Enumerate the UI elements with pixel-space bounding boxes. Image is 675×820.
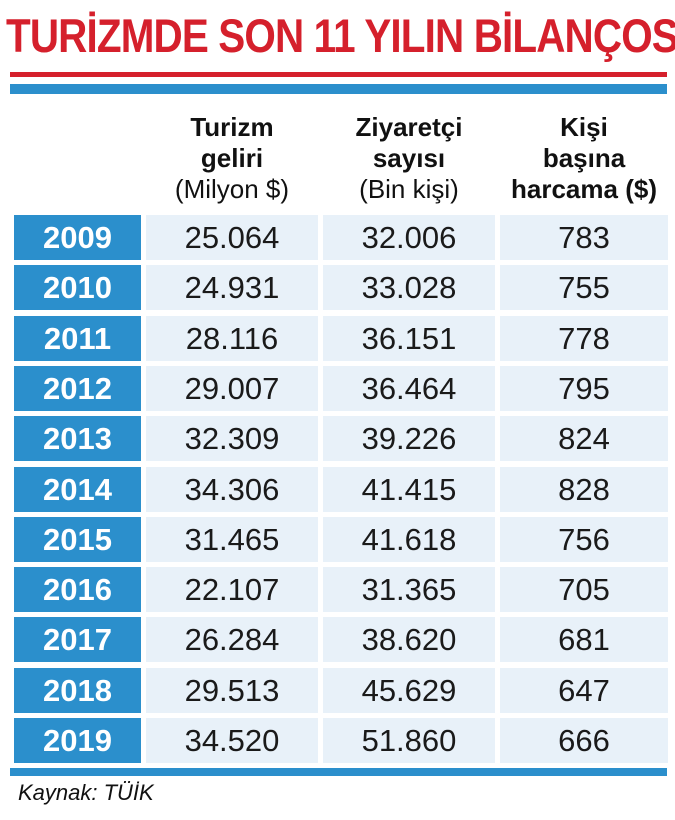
- column-header-unit: (Bin kişi): [359, 173, 459, 204]
- per-capita-spending-cell: 778: [500, 316, 668, 361]
- tourism-revenue-cell: 26.284: [146, 617, 318, 662]
- year-cell: 2016: [14, 567, 141, 612]
- per-capita-spending-cell: 681: [500, 617, 668, 662]
- per-capita-spending-cell: 824: [500, 416, 668, 461]
- title-underline-red: [10, 72, 667, 77]
- tourism-revenue-cell: 31.465: [146, 517, 318, 562]
- per-capita-spending-cell: 755: [500, 265, 668, 310]
- per-capita-spending-cell: 705: [500, 567, 668, 612]
- tourism-revenue-cell: 32.309: [146, 416, 318, 461]
- year-cell: 2017: [14, 617, 141, 662]
- title-underline-blue: [10, 84, 667, 94]
- column-header-per-capita-spending: Kişi başına harcama ($): [500, 106, 668, 210]
- visitor-count-cell: 36.464: [323, 366, 495, 411]
- column-header-unit: (Milyon $): [174, 173, 290, 204]
- tourism-revenue-cell: 29.513: [146, 668, 318, 713]
- source-note: Kaynak: TÜİK: [18, 780, 154, 805]
- table-row: 2011 28.116 36.151 778: [14, 316, 668, 361]
- year-cell: 2014: [14, 467, 141, 512]
- column-header-unit: harcama ($): [511, 173, 657, 204]
- tourism-revenue-cell: 25.064: [146, 215, 318, 260]
- column-header-line: Ziyaretçi: [355, 111, 463, 142]
- year-cell: 2009: [14, 215, 141, 260]
- table-row: 2018 29.513 45.629 647: [14, 668, 668, 713]
- year-cell: 2019: [14, 718, 141, 763]
- per-capita-spending-cell: 647: [500, 668, 668, 713]
- per-capita-spending-cell: 828: [500, 467, 668, 512]
- visitor-count-cell: 41.415: [323, 467, 495, 512]
- column-header-line: sayısı: [372, 142, 446, 173]
- table-row: 2012 29.007 36.464 795: [14, 366, 668, 411]
- column-header-tourism-revenue: Turizm geliri (Milyon $): [146, 106, 318, 210]
- tourism-revenue-cell: 28.116: [146, 316, 318, 361]
- footer-rule-blue: [10, 768, 667, 776]
- table-row: 2014 34.306 41.415 828: [14, 467, 668, 512]
- tourism-revenue-cell: 24.931: [146, 265, 318, 310]
- table-row: 2016 22.107 31.365 705: [14, 567, 668, 612]
- per-capita-spending-cell: 666: [500, 718, 668, 763]
- visitor-count-cell: 38.620: [323, 617, 495, 662]
- visitor-count-cell: 45.629: [323, 668, 495, 713]
- tourism-revenue-cell: 29.007: [146, 366, 318, 411]
- column-header-line: Turizm: [190, 111, 274, 142]
- visitor-count-cell: 51.860: [323, 718, 495, 763]
- per-capita-spending-cell: 795: [500, 366, 668, 411]
- visitor-count-cell: 36.151: [323, 316, 495, 361]
- year-cell: 2013: [14, 416, 141, 461]
- column-header-visitor-count: Ziyaretçi sayısı (Bin kişi): [323, 106, 495, 210]
- table-row: 2019 34.520 51.860 666: [14, 718, 668, 763]
- year-cell: 2012: [14, 366, 141, 411]
- visitor-count-cell: 32.006: [323, 215, 495, 260]
- year-cell: 2015: [14, 517, 141, 562]
- table-row: 2010 24.931 33.028 755: [14, 265, 668, 310]
- visitor-count-cell: 39.226: [323, 416, 495, 461]
- tourism-revenue-cell: 34.520: [146, 718, 318, 763]
- table-row: 2013 32.309 39.226 824: [14, 416, 668, 461]
- table-row: 2017 26.284 38.620 681: [14, 617, 668, 662]
- column-header-line: Kişi: [560, 111, 608, 142]
- year-cell: 2018: [14, 668, 141, 713]
- per-capita-spending-cell: 783: [500, 215, 668, 260]
- column-header-line: geliri: [200, 142, 264, 173]
- visitor-count-cell: 41.618: [323, 517, 495, 562]
- page-title: TURİZMDE SON 11 YILIN BİLANÇOSU: [6, 9, 675, 62]
- table-row: 2009 25.064 32.006 783: [14, 215, 668, 260]
- tourism-revenue-cell: 22.107: [146, 567, 318, 612]
- visitor-count-cell: 31.365: [323, 567, 495, 612]
- table-row: 2015 31.465 41.618 756: [14, 517, 668, 562]
- year-cell: 2010: [14, 265, 141, 310]
- column-header-line: başına: [542, 142, 626, 173]
- year-cell: 2011: [14, 316, 141, 361]
- visitor-count-cell: 33.028: [323, 265, 495, 310]
- per-capita-spending-cell: 756: [500, 517, 668, 562]
- tourism-revenue-cell: 34.306: [146, 467, 318, 512]
